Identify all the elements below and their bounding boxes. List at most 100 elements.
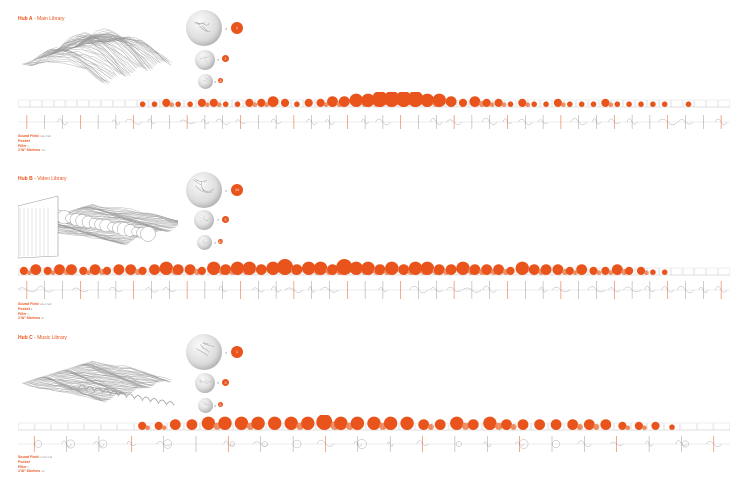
acoustic-bubble: [349, 93, 363, 107]
acoustic-bubble: [601, 266, 610, 275]
legend-item: Pocket 2: [18, 306, 33, 311]
hub-title: Hub A - Main Library: [18, 16, 65, 22]
section-profile: [537, 119, 549, 124]
module-frame: [184, 99, 196, 108]
acoustic-bubble: [268, 416, 282, 430]
music-contour: [165, 401, 175, 406]
contour-line: [83, 206, 178, 223]
module-frame: [101, 99, 113, 108]
module-frame: [65, 99, 77, 108]
contour-line: [31, 379, 112, 400]
section-profile: [124, 118, 143, 125]
count-badge-large: 1: [231, 22, 243, 34]
contour-line: [36, 378, 117, 395]
isometric-massing-model: [18, 195, 178, 259]
acoustic-bubble: [54, 264, 65, 275]
module-frame: [713, 422, 730, 431]
section-ring: [66, 439, 75, 449]
hub-title: Hub C - Music Library: [18, 335, 67, 341]
acoustic-bubble: [266, 261, 280, 275]
acoustic-bubble: [525, 102, 531, 107]
acoustic-bubble: [251, 416, 265, 430]
acoustic-bubble: [400, 416, 414, 430]
acoustic-bubble: [469, 264, 481, 275]
module-frame: [540, 99, 552, 108]
section-profile: [481, 117, 498, 125]
acoustic-bubble: [220, 264, 232, 275]
section-strip: [18, 115, 730, 129]
legend-item: Pocket: [18, 138, 30, 143]
sphere-texture: [198, 214, 211, 223]
acoustic-bubble: [197, 266, 206, 275]
contour-line: [75, 365, 156, 384]
section-profile: [375, 118, 391, 126]
acoustic-bubble: [408, 261, 423, 275]
acoustic-bubble: [209, 98, 218, 107]
module-frame: [564, 99, 576, 108]
contour-line: [91, 203, 178, 221]
acoustic-bubble: [145, 425, 150, 430]
count-badge-small: 5: [218, 78, 223, 83]
acoustic-bubble: [284, 416, 298, 430]
contour-line: [21, 382, 103, 402]
acoustic-bubble: [234, 416, 249, 430]
acoustic-bubble: [291, 264, 303, 275]
section-profile: [252, 287, 265, 293]
section-profile: [387, 441, 394, 447]
acoustic-bubble: [634, 421, 644, 430]
acoustic-bubble: [27, 270, 32, 275]
hub-legend: Sound Field main hall Pocket Filler c 1'…: [18, 134, 51, 153]
section-profile: [645, 440, 653, 447]
acoustic-bubble: [550, 419, 562, 430]
legend-item: 1'/8" Shelves vb: [18, 316, 45, 321]
acoustic-bubble: [304, 98, 313, 107]
hub-code: Hub C: [18, 335, 33, 341]
contour-line: [24, 59, 105, 82]
acoustic-bubble: [483, 416, 497, 430]
contour-line: [29, 380, 110, 400]
acoustic-bubble: [264, 102, 269, 107]
sphere-texture: [193, 179, 215, 193]
music-contour: [77, 384, 87, 390]
sphere-texture: [202, 401, 211, 406]
section-ring: [356, 439, 367, 449]
acoustic-bubble: [567, 101, 573, 107]
section-profile: [644, 285, 656, 293]
acoustic-bubble: [383, 416, 398, 430]
section-profile: [308, 286, 316, 293]
module-frame: [576, 99, 588, 108]
module-frame: [659, 99, 671, 108]
acoustic-bubble: [316, 415, 333, 430]
section-profile: [416, 440, 429, 446]
acoustic-bubble: [149, 264, 160, 275]
acoustic-bubble: [230, 261, 245, 275]
module-frame: [647, 267, 659, 276]
section-ring: [261, 441, 268, 447]
contour-line: [90, 361, 172, 382]
contour-line: [44, 375, 125, 395]
acoustic-bubble: [19, 266, 28, 275]
contour-line: [91, 36, 173, 63]
acoustic-bubble: [302, 261, 316, 275]
acoustic-bubble: [638, 101, 644, 107]
acoustic-bubble: [336, 259, 353, 275]
acoustic-bubble: [458, 98, 468, 107]
contour-line: [25, 381, 107, 403]
contour-line: [59, 370, 140, 389]
section-profile: [608, 118, 621, 124]
section-profile: [111, 119, 121, 125]
section-ring: [292, 439, 302, 449]
acoustic-bubble: [398, 264, 410, 275]
module-frame: [706, 99, 718, 108]
acoustic-bubble: [507, 101, 514, 107]
acoustic-bubble: [553, 98, 563, 107]
contour-line: [77, 365, 158, 383]
hub-a: Hub A - Main Library × 1 × 2 × 5 Sound F…: [0, 10, 750, 166]
acoustic-bubble: [43, 266, 52, 275]
contour-line: [26, 56, 107, 82]
acoustic-bubble: [161, 425, 167, 430]
module-frame: [53, 99, 66, 108]
section-profile: [179, 119, 196, 125]
section-profile: [445, 119, 463, 125]
module-frame: [84, 422, 101, 431]
